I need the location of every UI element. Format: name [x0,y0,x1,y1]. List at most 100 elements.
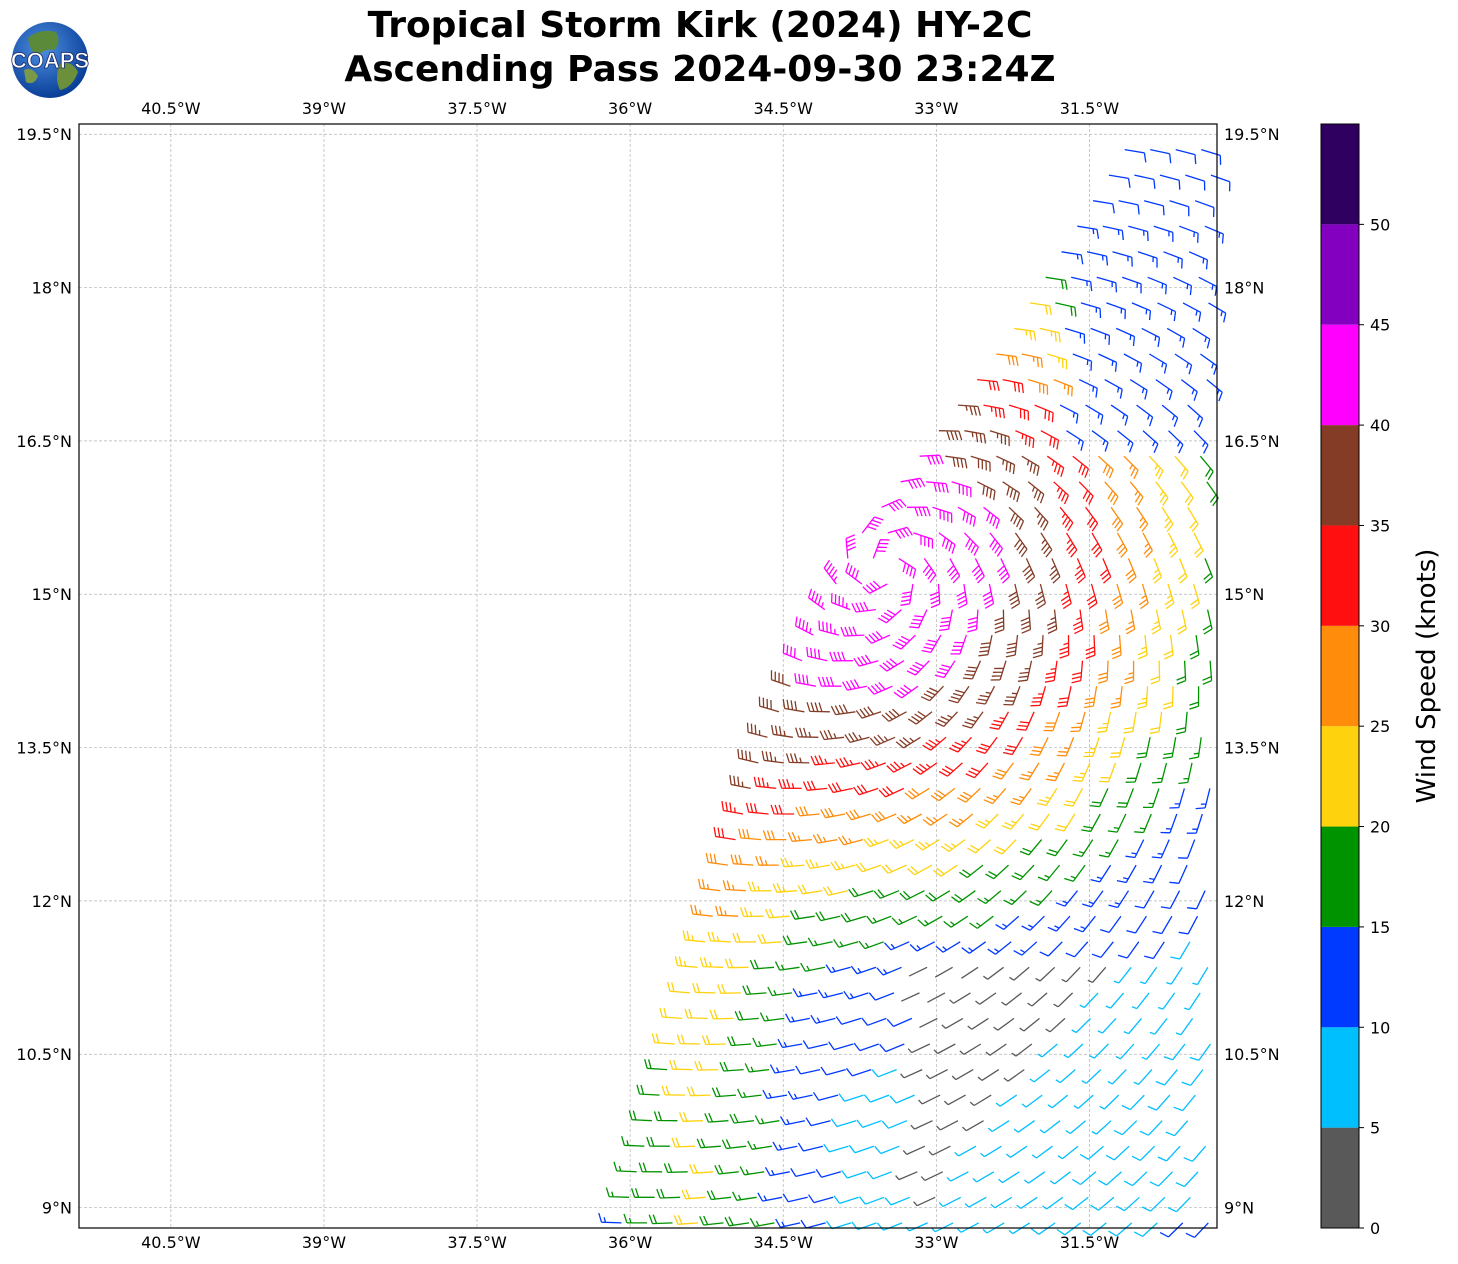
lon-tick-label-top: 34.5°W [754,99,814,118]
wind-barb [840,912,866,923]
wind-barb [1169,788,1186,809]
wind-barb [802,1040,828,1050]
wind-barb [892,634,916,650]
wind-barb [1028,378,1049,395]
wind-barb [904,787,930,800]
wind-barb [738,828,762,841]
wind-barb [1116,788,1135,808]
lat-tick-label-right: 9°N [1224,1199,1254,1218]
wind-barb [1047,1094,1069,1109]
wind-barb [1071,1017,1091,1034]
wind-barb [967,1017,989,1030]
wind-barb [825,964,851,974]
wind-barb [1206,379,1223,402]
wind-barb [823,1143,849,1153]
wind-barb [965,762,989,779]
wind-barb [653,1111,678,1122]
wind-barb [1054,813,1076,832]
wind-barb [1107,1069,1127,1085]
wind-barb [1200,353,1218,375]
wind-barb [954,1145,977,1157]
wind-barb [858,940,884,950]
wind-barb [1167,532,1179,558]
wind-barb [1016,711,1035,731]
wind-barb [721,1139,747,1150]
wind-barb [1123,455,1139,480]
wind-barb [950,634,968,655]
wind-barb [769,1064,795,1074]
wind-barb [1134,813,1152,834]
wind-barb [876,966,902,976]
wind-barb [1180,379,1198,401]
wind-barb [922,736,947,751]
wind-barb [893,684,919,699]
wind-barb [939,609,954,632]
wind-barb [845,562,863,585]
wind-barb [1014,327,1037,341]
wind-barb [1070,711,1086,733]
wind-barb [1178,762,1193,785]
wind-barb [1164,583,1175,610]
wind-barb [909,609,928,629]
wind-barb [1027,992,1048,1007]
wind-barb [810,1014,836,1024]
wind-barb [992,762,1014,780]
wind-barb [1112,583,1124,610]
wind-barb [747,881,772,892]
wind-barb [1091,532,1103,558]
wind-barb [1189,635,1200,660]
wind-barb [1110,686,1123,709]
wind-barb [659,1007,683,1020]
wind-barb [795,1065,821,1075]
wind-barb [705,852,728,866]
wind-barb [1089,1043,1109,1059]
wind-barb [989,532,1004,557]
wind-barb [938,762,963,777]
wind-barb [1098,353,1118,372]
wind-barb [1152,915,1173,935]
wind-barb [1151,609,1162,635]
wind-barb [1091,430,1109,452]
wind-barb [1097,660,1109,684]
wind-barb [755,855,779,866]
wind-barb [673,1215,699,1225]
wind-barb [1064,1196,1089,1211]
wind-barb [1055,1069,1076,1084]
wind-barb [914,839,940,851]
wind-barb [1173,1094,1196,1112]
wind-barb [761,750,784,764]
wind-barb [782,643,803,662]
wind-barb [956,583,968,609]
wind-barb [900,1069,923,1079]
wind-barb [934,711,958,727]
wind-barb [855,862,882,873]
wind-barb [929,583,941,609]
wind-barb [1037,1043,1058,1058]
wind-barb [1099,1094,1120,1110]
wind-barb [908,966,928,977]
wind-barb [1016,1196,1038,1209]
wind-barb [1104,481,1119,506]
wind-barb [1053,378,1073,397]
wind-barb [1105,1145,1130,1161]
wind-barb [757,934,782,944]
wind-barb [1176,609,1187,635]
wind-barb [730,854,754,866]
wind-barb [1013,941,1038,956]
wind-barb [785,1013,810,1023]
wind-barb [742,985,767,996]
wind-barb [989,711,1010,730]
wind-barb [1074,558,1086,584]
wind-barb [961,966,979,979]
wind-barb [806,702,830,713]
wind-barb [1008,404,1030,421]
wind-barb [884,941,910,951]
wind-barb [946,558,961,584]
wind-barb [1187,404,1204,428]
wind-barb [754,1115,780,1125]
wind-barb [868,992,895,1001]
wind-barb [906,660,930,676]
wind-barb [706,1190,732,1201]
wind-barb [1190,583,1201,610]
wind-barb [1139,1120,1163,1136]
